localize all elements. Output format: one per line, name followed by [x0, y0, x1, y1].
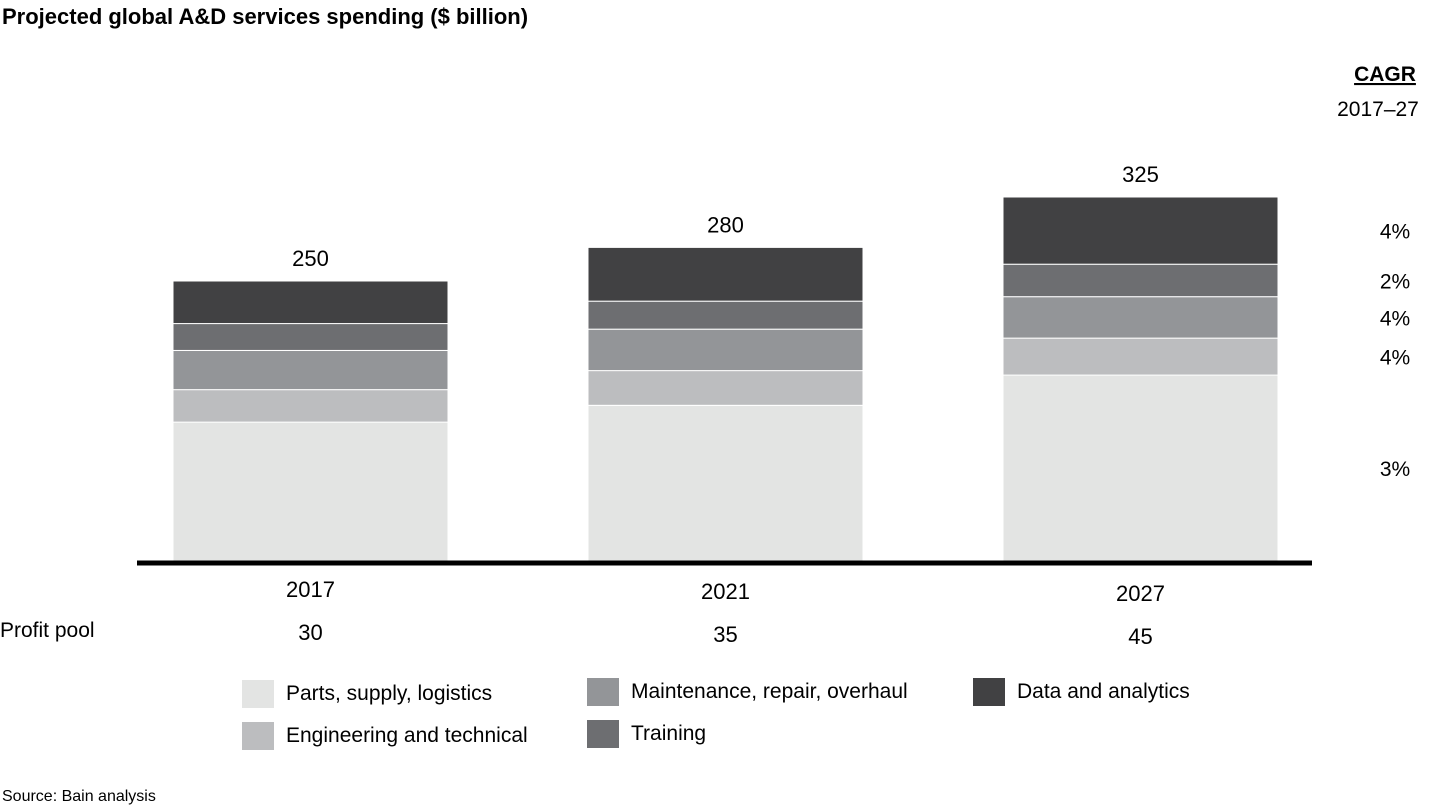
legend-label: Engineering and technical: [286, 724, 528, 747]
bar-segment: [587, 246, 864, 302]
cagr-label: 4%: [1380, 307, 1410, 330]
legend-swatch: [973, 678, 1005, 706]
bar-segment: [172, 280, 449, 325]
cagr-label: 4%: [1380, 347, 1410, 370]
legend-swatch: [587, 678, 619, 706]
cagr-label: 3%: [1380, 458, 1410, 481]
bar-segment: [172, 389, 449, 423]
bar-segment: [1002, 296, 1279, 339]
cagr-header: CAGR: [1354, 63, 1416, 86]
legend-item-data: Data and analytics: [973, 678, 1190, 706]
total-label: 280: [707, 212, 744, 237]
cagr-label: 4%: [1380, 221, 1410, 244]
source-note: Source: Bain analysis: [2, 788, 156, 805]
legend-item-training: Training: [587, 720, 706, 748]
bar-segment: [1002, 337, 1279, 376]
legend-swatch: [242, 722, 274, 750]
bar-segment: [587, 370, 864, 406]
profit-pool-value: 35: [713, 622, 737, 647]
legend-item-parts: Parts, supply, logistics: [242, 680, 492, 708]
bar-segment: [1002, 196, 1279, 265]
cagr-period: 2017–27: [1337, 98, 1419, 121]
bar-segment: [587, 328, 864, 372]
legend-item-engineering: Engineering and technical: [242, 722, 528, 750]
total-label: 325: [1122, 162, 1159, 187]
legend-label: Maintenance, repair, overhaul: [631, 680, 908, 703]
bar-segment: [1002, 374, 1279, 562]
x-tick-label: 2017: [286, 577, 335, 602]
bar-segment: [172, 323, 449, 351]
legend-swatch: [587, 720, 619, 748]
bar-segment: [587, 404, 864, 562]
legend-label: Training: [631, 722, 707, 745]
x-tick-label: 2021: [701, 579, 750, 604]
legend-label: Parts, supply, logistics: [286, 682, 493, 705]
profit-pool-value: 30: [298, 620, 322, 645]
bar-segment: [587, 300, 864, 330]
chart-title: Projected global A&D services spending (…: [2, 4, 529, 29]
total-label: 250: [292, 246, 329, 271]
legend-item-mro: Maintenance, repair, overhaul: [587, 678, 908, 706]
bar-segment: [1002, 263, 1279, 298]
profit-pool-label: Profit pool: [0, 619, 95, 642]
bar-segment: [172, 349, 449, 391]
legend-label: Data and analytics: [1017, 680, 1190, 703]
legend-swatch: [242, 680, 274, 708]
x-tick-label: 2027: [1116, 581, 1165, 606]
cagr-label: 2%: [1380, 270, 1410, 293]
bar-segment: [172, 421, 449, 562]
profit-pool-value: 45: [1128, 624, 1152, 649]
